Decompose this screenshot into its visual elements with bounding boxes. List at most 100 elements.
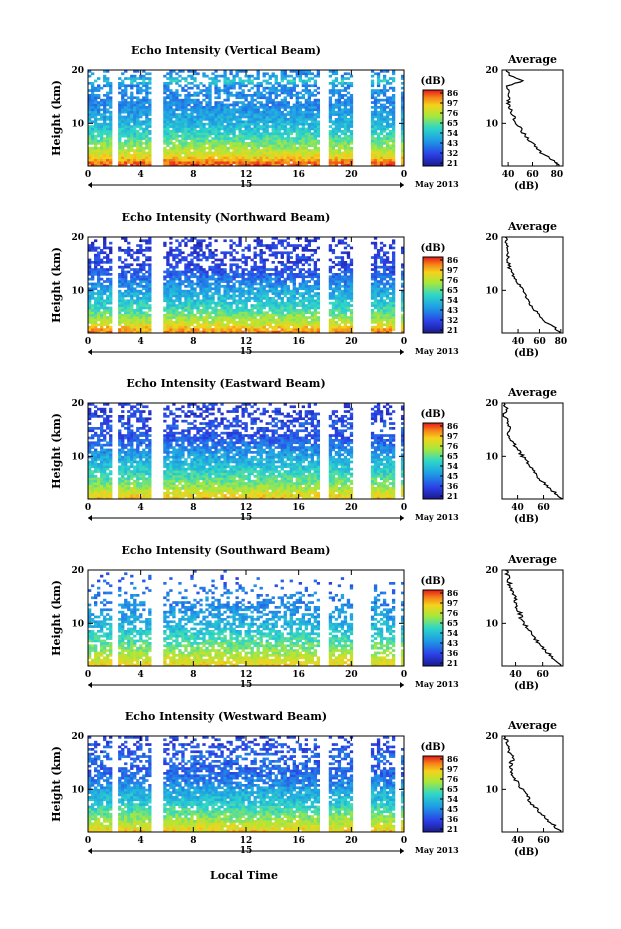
heatmap-cell	[337, 101, 342, 104]
heatmap-cell	[262, 265, 266, 269]
heatmap-cell	[205, 294, 209, 298]
heatmap-cell	[229, 277, 233, 281]
heatmap-cell	[310, 316, 315, 319]
heatmap-cell	[259, 330, 263, 334]
heatmap-cell	[166, 323, 170, 327]
heatmap-cell	[97, 101, 101, 104]
heatmap-cell	[163, 244, 167, 247]
heatmap-cell	[103, 106, 107, 109]
heatmap-cell	[211, 270, 215, 274]
heatmap-cell	[229, 244, 233, 247]
heatmap-cell	[109, 294, 113, 298]
heatmap-cell	[349, 101, 354, 104]
heatmap-cell	[277, 321, 281, 324]
heatmap-cell	[307, 268, 312, 271]
heatmap-cell	[205, 158, 209, 162]
heatmap-cell	[265, 146, 269, 150]
heatmap-cell	[148, 292, 152, 295]
heatmap-cell	[175, 297, 179, 300]
heatmap-cell	[232, 292, 236, 295]
heatmap-cell	[205, 258, 209, 262]
heatmap-cell	[241, 249, 245, 252]
heatmap-cell	[217, 285, 221, 288]
heatmap-cell	[205, 282, 209, 286]
heatmap-cell	[256, 309, 260, 312]
heatmap-cell	[385, 96, 390, 100]
heatmap-cell	[217, 151, 221, 155]
heatmap-cell	[139, 151, 143, 155]
heatmap-cell	[328, 115, 333, 119]
heatmap-cell	[139, 120, 143, 124]
heatmap-cell	[301, 328, 305, 331]
heatmap-cell	[211, 142, 215, 145]
heatmap-cell	[238, 130, 242, 133]
heatmap-cell	[283, 139, 287, 143]
heatmap-cell	[340, 156, 345, 160]
heatmap-cell	[238, 328, 242, 331]
heatmap-cell	[241, 301, 245, 305]
heatmap-cell	[349, 158, 354, 162]
heatmap-cell	[247, 309, 251, 312]
heatmap-cell	[163, 287, 167, 291]
heatmap-cell	[196, 151, 200, 155]
heatmap-cell	[337, 108, 342, 112]
heatmap-cell	[232, 144, 236, 148]
profile-y-tick-label: 20	[485, 66, 498, 76]
heatmap-cell	[310, 134, 315, 138]
heatmap-cell	[238, 125, 242, 128]
heatmap-cell	[91, 89, 95, 92]
heatmap-cell	[217, 134, 221, 138]
heatmap-cell	[226, 132, 230, 136]
heatmap-cell	[166, 94, 170, 97]
heatmap-cell	[304, 139, 308, 143]
heatmap-cell	[130, 139, 134, 143]
heatmap-cell	[253, 84, 257, 88]
heatmap-cell	[250, 118, 254, 121]
heatmap-cell	[202, 270, 206, 274]
heatmap-cell	[265, 297, 269, 300]
heatmap-cell	[349, 154, 354, 157]
heatmap-cell	[169, 270, 173, 274]
heatmap-cell	[346, 120, 351, 124]
heatmap-cell	[385, 142, 390, 145]
heatmap-cell	[94, 110, 98, 114]
heatmap-cell	[337, 149, 342, 152]
heatmap-cell	[229, 294, 233, 298]
heatmap-cell	[118, 292, 122, 295]
heatmap-cell	[370, 156, 375, 160]
heatmap-cell	[205, 289, 209, 293]
colorbar-unit: (dB)	[421, 76, 446, 87]
heatmap-cell	[235, 323, 239, 327]
heatmap-cell	[238, 137, 242, 140]
heatmap-cell	[241, 101, 245, 104]
heatmap-cell	[229, 130, 233, 133]
heatmap-cell	[142, 273, 146, 276]
heatmap-cell	[277, 289, 281, 293]
heatmap-cell	[136, 82, 140, 85]
heatmap-cell	[142, 132, 146, 136]
heatmap-cell	[289, 79, 293, 83]
heatmap-cell	[103, 77, 107, 80]
heatmap-cell	[196, 163, 200, 167]
heatmap-cell	[247, 110, 251, 114]
heatmap-cell	[286, 101, 290, 104]
heatmap-cell	[238, 122, 242, 126]
heatmap-cell	[172, 292, 176, 295]
heatmap-cell	[172, 137, 176, 140]
heatmap-cell	[91, 110, 95, 114]
heatmap-cell	[337, 151, 342, 155]
heatmap-cell	[175, 156, 179, 160]
heatmap-cell	[190, 151, 194, 155]
heatmap-cell	[142, 96, 146, 100]
heatmap-cell	[100, 330, 104, 334]
heatmap-cell	[136, 156, 140, 160]
heatmap-cell	[313, 103, 318, 107]
heatmap-cell	[370, 144, 375, 148]
heatmap-cell	[106, 144, 110, 148]
heatmap-cell	[250, 306, 254, 310]
heatmap-cell	[379, 130, 384, 133]
heatmap-cell	[280, 118, 284, 121]
heatmap-cell	[220, 258, 224, 262]
heatmap-cell	[124, 161, 128, 164]
heatmap-cell	[289, 70, 293, 73]
